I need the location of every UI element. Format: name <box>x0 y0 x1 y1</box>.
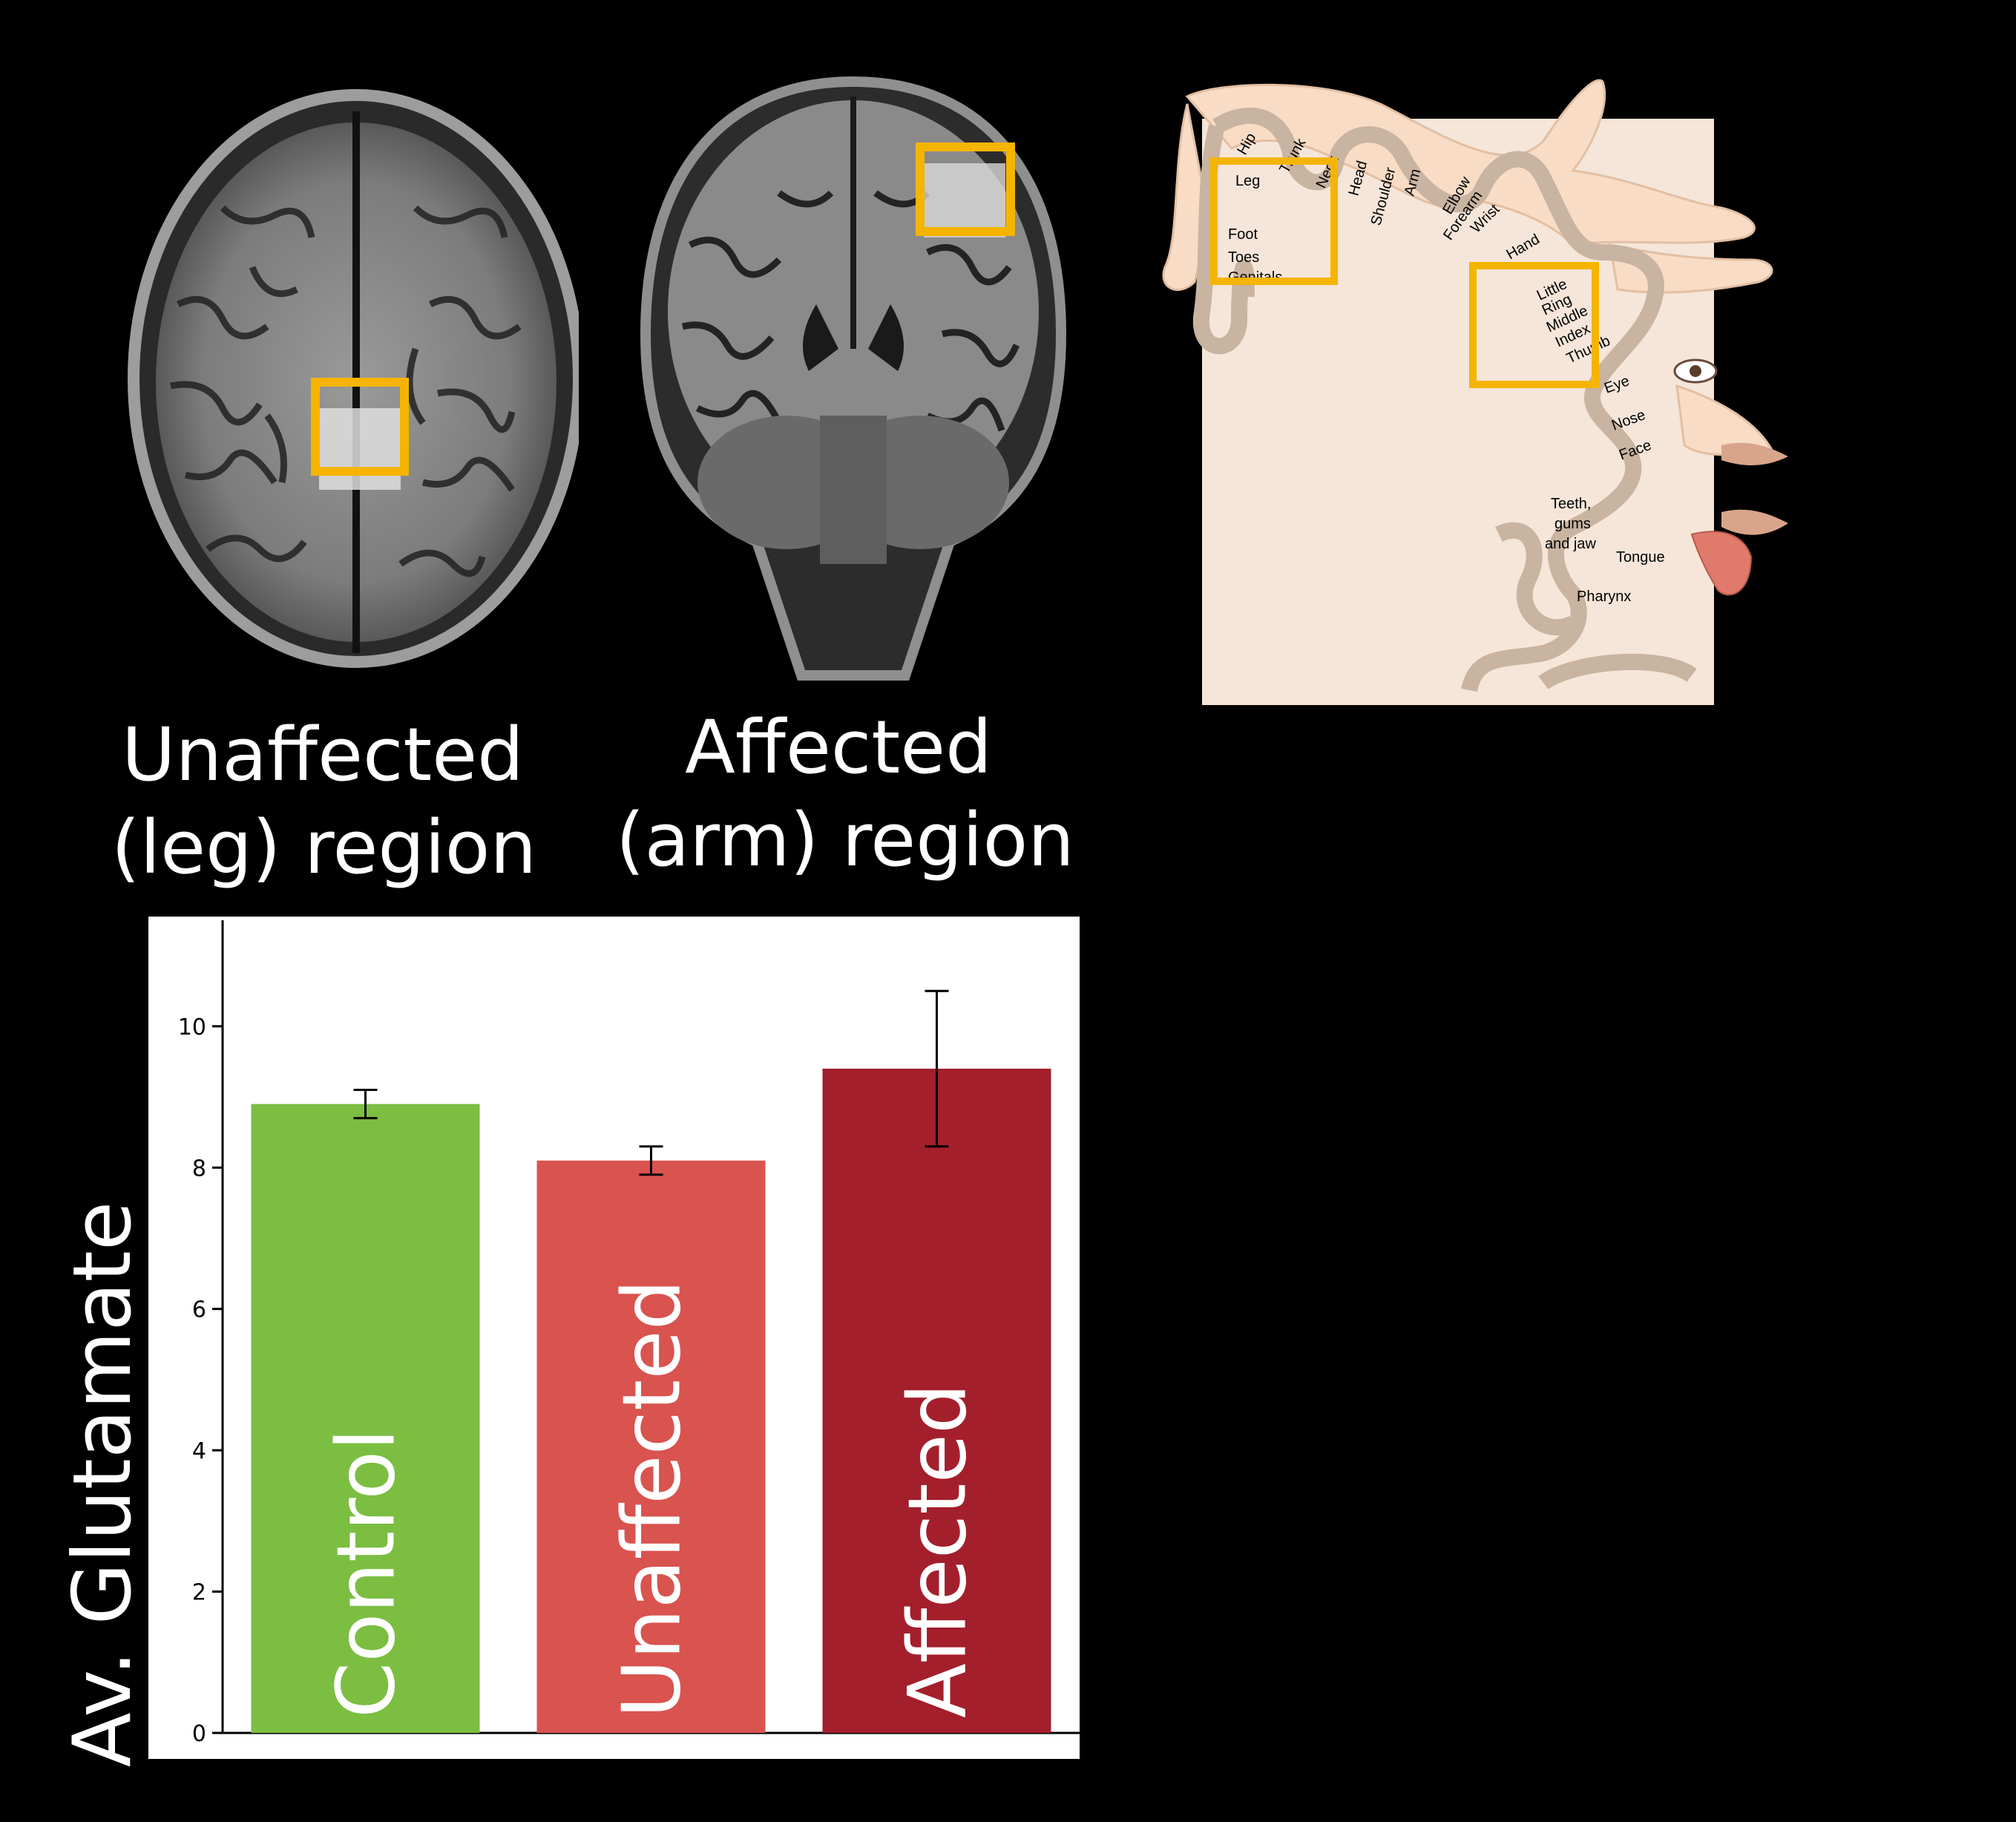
label-jaw: and jaw <box>1545 536 1596 552</box>
label-tongue: Tongue <box>1616 549 1665 566</box>
coronal-caption-line-1: Affected <box>685 705 992 790</box>
homunculus-hand-roi-box <box>1469 262 1599 388</box>
y-tick-label-2: 2 <box>192 1580 206 1606</box>
coronal-mri-scan <box>631 67 1076 683</box>
bar-unaffected <box>536 1160 766 1733</box>
glutamate-bar-chart: 0 2 4 6 8 10 Control Unaffected Affected Av. Gl… <box>45 913 1083 1767</box>
label-leg: Leg <box>1235 173 1260 189</box>
label-pharynx: Pharynx <box>1577 589 1631 605</box>
bar-affected <box>822 1068 1051 1733</box>
error-bar-unaffected <box>639 1145 663 1176</box>
category-label-control: Control <box>321 1429 413 1718</box>
axial-caption: Unaffected (leg) region <box>111 709 537 894</box>
error-bar-affected <box>925 989 949 1148</box>
coronal-caption-line-2: (arm) region <box>616 798 1074 883</box>
label-gums: gums <box>1554 516 1591 532</box>
coronal-roi-box <box>916 142 1015 236</box>
label-teeth: Teeth, <box>1551 496 1591 512</box>
y-tick-label-4: 4 <box>192 1438 206 1464</box>
y-axis-label: Av. Glutamate <box>56 1202 149 1766</box>
homunculus-diagram: Hip Trunk Neck Head Shoulder Arm Elbow F… <box>1158 74 1796 705</box>
axial-caption-line-2: (leg) region <box>111 805 537 891</box>
homunculus-leg-roi-box <box>1210 157 1338 285</box>
y-tick-label-0: 0 <box>192 1721 206 1747</box>
axial-caption-line-1: Unaffected <box>122 712 524 798</box>
category-label-affected: Affected <box>892 1383 985 1718</box>
y-tick-label-8: 8 <box>192 1156 206 1182</box>
axial-roi-box <box>311 378 409 476</box>
axial-mri-scan <box>104 45 585 683</box>
coronal-caption: Affected (arm) region <box>616 701 1074 887</box>
error-bar-control <box>353 1089 378 1120</box>
label-toes: Toes <box>1228 249 1259 266</box>
y-tick-label-10: 10 <box>178 1015 206 1041</box>
label-foot: Foot <box>1228 226 1258 243</box>
bar-control <box>251 1104 480 1733</box>
y-tick-label-6: 6 <box>192 1297 206 1323</box>
category-label-unaffected: Unaffected <box>606 1279 699 1718</box>
